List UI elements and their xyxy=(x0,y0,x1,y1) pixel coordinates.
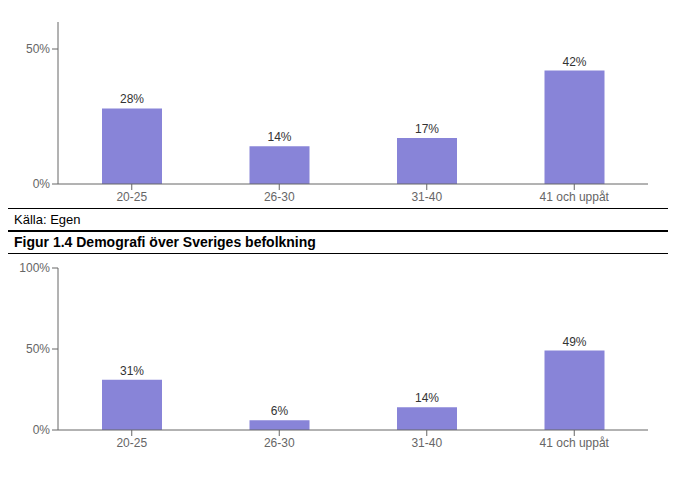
svg-text:0%: 0% xyxy=(33,423,51,437)
svg-text:100%: 100% xyxy=(19,261,50,275)
svg-text:49%: 49% xyxy=(562,335,586,349)
svg-text:26-30: 26-30 xyxy=(264,436,295,450)
svg-text:31-40: 31-40 xyxy=(411,190,442,204)
svg-text:42%: 42% xyxy=(562,55,586,69)
svg-text:28%: 28% xyxy=(120,92,144,106)
svg-text:41 och uppåt: 41 och uppåt xyxy=(540,436,610,450)
svg-text:20-25: 20-25 xyxy=(116,436,147,450)
svg-text:14%: 14% xyxy=(267,130,291,144)
svg-text:17%: 17% xyxy=(415,122,439,136)
svg-text:50%: 50% xyxy=(26,42,50,56)
html-text:Figur 1.4 Demografi över Sveri: Figur 1.4 Demografi över Sveriges befolk… xyxy=(14,234,316,250)
svg-text:14%: 14% xyxy=(415,391,439,405)
svg-text:0%: 0% xyxy=(33,177,51,191)
svg-text:26-30: 26-30 xyxy=(264,190,295,204)
svg-text:20-25: 20-25 xyxy=(116,190,147,204)
html-text:Källa: Egen: Källa: Egen xyxy=(14,212,81,227)
svg-text:31-40: 31-40 xyxy=(411,436,442,450)
svg-text:31%: 31% xyxy=(120,364,144,378)
svg-text:41 och uppåt: 41 och uppåt xyxy=(540,190,610,204)
svg-text:50%: 50% xyxy=(26,342,50,356)
svg-text:6%: 6% xyxy=(271,404,289,418)
